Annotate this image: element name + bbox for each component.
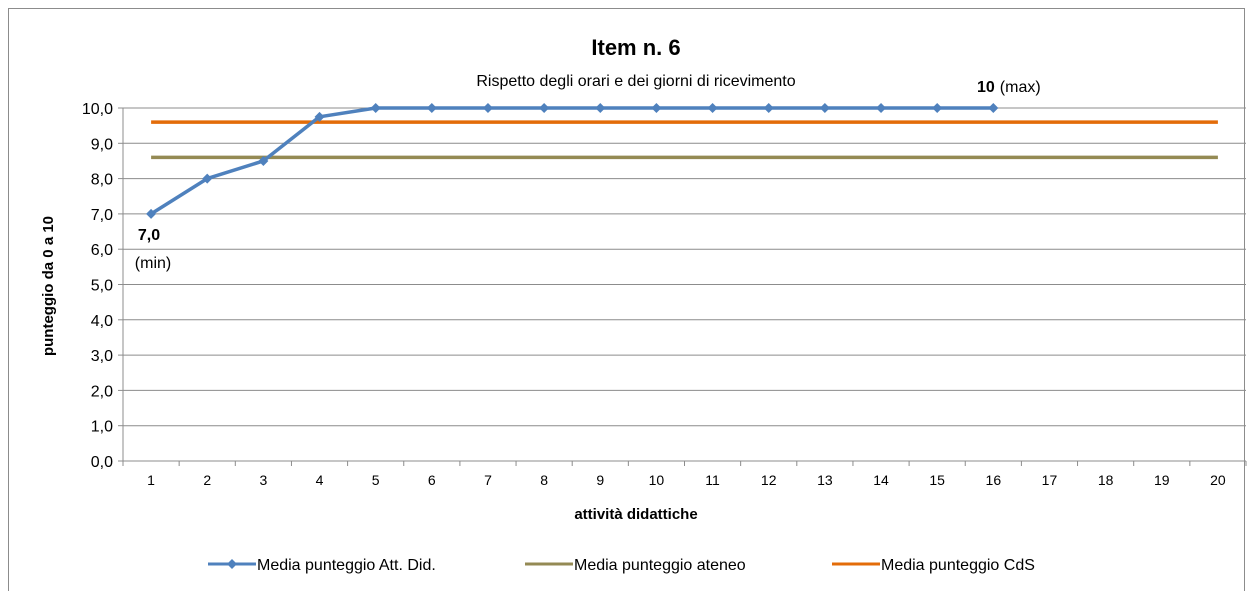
data-point-marker: [707, 103, 718, 113]
x-tick-label: 8: [540, 472, 548, 488]
data-point-marker: [988, 103, 999, 113]
x-tick-label: 10: [649, 472, 665, 488]
data-point-marker: [426, 103, 437, 113]
legend-item-ateneo: Media punteggio ateneo: [525, 557, 746, 574]
data-point-marker: [370, 103, 381, 113]
data-point-marker: [482, 103, 493, 113]
legend-marker-att-did: [227, 559, 237, 569]
y-tick-label: 5,0: [91, 278, 113, 295]
y-tick-label: 1,0: [91, 419, 113, 436]
x-tick-label: 7: [484, 472, 492, 488]
x-tick-label: 18: [1098, 472, 1114, 488]
y-tick-label: 2,0: [91, 383, 113, 400]
y-tick-label: 8,0: [91, 172, 113, 189]
max-label-annotation: (max): [1000, 79, 1041, 96]
y-tick-label: 6,0: [91, 242, 113, 259]
y-tick-label: 9,0: [91, 136, 113, 153]
x-tick-label: 1: [147, 472, 155, 488]
data-point-marker: [763, 103, 774, 113]
x-tick-label: 6: [428, 472, 436, 488]
data-point-marker: [539, 103, 550, 113]
y-tick-label: 3,0: [91, 348, 113, 365]
y-tick-label: 4,0: [91, 313, 113, 330]
x-tick-label: 2: [203, 472, 211, 488]
x-tick-label: 14: [873, 472, 889, 488]
legend-label-att-did: Media punteggio Att. Did.: [257, 557, 436, 574]
chart-subtitle: Rispetto degli orari e dei giorni di ric…: [476, 73, 795, 90]
x-tick-label: 17: [1042, 472, 1058, 488]
y-tick-label: 10,0: [82, 101, 113, 118]
y-tick-label: 7,0: [91, 207, 113, 224]
data-point-marker: [876, 103, 887, 113]
data-point-marker: [819, 103, 830, 113]
data-point-marker: [932, 103, 943, 113]
x-axis-tick-labels: 1 2 3 4 5 6 7 8 9 10 11 12 13 14 15 16 17 18 19 20: [147, 472, 1226, 488]
series-markers: [146, 103, 999, 219]
legend-label-ateneo: Media punteggio ateneo: [574, 557, 746, 574]
gridlines: [123, 107, 1246, 427]
data-point-marker: [651, 103, 662, 113]
y-tick-label: 0,0: [91, 454, 113, 471]
legend-label-cds: Media punteggio CdS: [881, 557, 1035, 574]
chart-border: [8, 8, 1245, 591]
x-tick-label: 9: [596, 472, 604, 488]
x-tick-label: 4: [316, 472, 324, 488]
legend: Media punteggio Att. Did. Media punteggi…: [208, 557, 1035, 574]
x-tick-label: 11: [705, 472, 720, 488]
x-tick-label: 15: [929, 472, 945, 488]
chart-title: Item n. 6: [591, 35, 680, 60]
min-label-annotation: (min): [135, 255, 171, 272]
y-axis-tick-labels: 0,0 1,0 2,0 3,0 4,0 5,0 6,0 7,0 8,0 9,0 10,0: [82, 101, 113, 471]
x-tick-label: 13: [817, 472, 833, 488]
axes: [118, 107, 1247, 466]
max-annotation: 10 (max): [977, 79, 1041, 96]
x-tick-label: 16: [986, 472, 1002, 488]
series-lines: [150, 106, 1218, 216]
x-tick-label: 20: [1210, 472, 1226, 488]
data-point-marker: [258, 155, 269, 166]
min-value-annotation: 7,0: [138, 227, 160, 244]
x-tick-label: 12: [761, 472, 777, 488]
legend-item-cds: Media punteggio CdS: [832, 557, 1035, 574]
max-value-annotation: 10: [977, 79, 995, 96]
x-tick-label: 19: [1154, 472, 1170, 488]
legend-item-att-did: Media punteggio Att. Did.: [208, 557, 436, 574]
data-point-marker: [314, 111, 325, 122]
data-point-marker: [595, 103, 606, 113]
data-point-marker: [146, 208, 157, 219]
series-line-0: [150, 106, 994, 216]
data-point-marker: [202, 173, 213, 184]
x-axis-label: attività didattiche: [574, 506, 697, 523]
x-tick-label: 3: [259, 472, 267, 488]
x-tick-label: 5: [372, 472, 380, 488]
y-axis-label: punteggio da 0 a 10: [40, 216, 57, 356]
